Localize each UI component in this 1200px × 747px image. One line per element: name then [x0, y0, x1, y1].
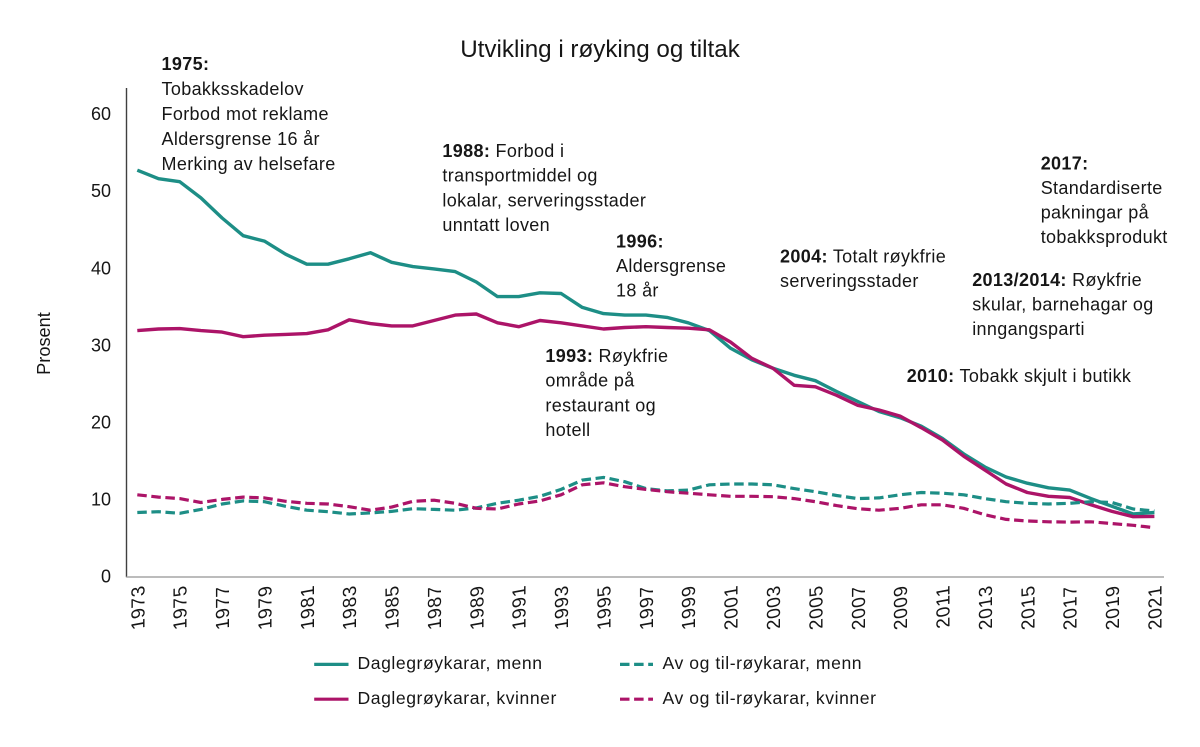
svg-text:Prosent: Prosent [34, 312, 54, 375]
svg-text:1975:: 1975: [162, 54, 210, 74]
svg-text:Utvikling i røyking og tiltak: Utvikling i røyking og tiltak [460, 36, 740, 63]
svg-text:tobakksprodukt: tobakksprodukt [1041, 227, 1168, 247]
svg-text:2004: Totalt røykfrie: 2004: Totalt røykfrie [780, 247, 946, 267]
svg-text:inngangsparti: inngangsparti [972, 319, 1085, 339]
svg-text:2013: 2013 [976, 584, 997, 632]
svg-text:60: 60 [91, 104, 111, 124]
svg-text:1991: 1991 [510, 584, 531, 632]
svg-text:1983: 1983 [340, 584, 361, 632]
svg-text:område på: område på [545, 371, 635, 391]
svg-text:1987: 1987 [425, 584, 446, 632]
svg-text:hotell: hotell [545, 420, 590, 440]
svg-text:18 år: 18 år [616, 281, 659, 301]
svg-text:2011: 2011 [934, 584, 955, 630]
svg-text:2003: 2003 [764, 584, 785, 632]
svg-text:2001: 2001 [722, 584, 743, 632]
svg-text:transportmiddel og: transportmiddel og [442, 166, 597, 186]
svg-text:2019: 2019 [1103, 584, 1124, 632]
svg-text:50: 50 [91, 181, 111, 201]
svg-text:Tobakksskadelov: Tobakksskadelov [162, 79, 304, 99]
svg-text:1993: 1993 [552, 584, 573, 632]
svg-text:Standardiserte: Standardiserte [1041, 178, 1163, 198]
svg-text:1988: Forbod i: 1988: Forbod i [442, 141, 564, 161]
svg-text:1979: 1979 [255, 584, 276, 632]
svg-text:Aldersgrense 16 år: Aldersgrense 16 år [162, 129, 320, 149]
svg-text:2021: 2021 [1145, 584, 1166, 632]
svg-text:serveringsstader: serveringsstader [780, 271, 919, 291]
svg-text:Forbod mot reklame: Forbod mot reklame [162, 104, 329, 124]
svg-text:2009: 2009 [891, 584, 912, 632]
svg-text:Daglegrøykarar, kvinner: Daglegrøykarar, kvinner [358, 688, 557, 708]
svg-text:20: 20 [91, 413, 111, 433]
svg-text:1997: 1997 [637, 584, 658, 632]
svg-text:2010: Tobakk skjult i butikk: 2010: Tobakk skjult i butikk [907, 366, 1132, 386]
svg-text:lokalar, serveringsstader: lokalar, serveringsstader [442, 190, 646, 210]
svg-text:2005: 2005 [806, 584, 827, 632]
svg-text:Av og til-røykarar, kvinner: Av og til-røykarar, kvinner [663, 688, 877, 708]
svg-text:0: 0 [101, 567, 111, 587]
svg-text:1993: Røykfrie: 1993: Røykfrie [545, 346, 668, 366]
svg-text:1985: 1985 [383, 584, 404, 632]
svg-text:1989: 1989 [467, 584, 488, 632]
svg-text:1996:: 1996: [616, 231, 664, 251]
svg-text:skular, barnehagar og: skular, barnehagar og [972, 295, 1153, 315]
svg-text:2013/2014: Røykfrie: 2013/2014: Røykfrie [972, 270, 1142, 290]
svg-text:pakningar på: pakningar på [1041, 202, 1150, 222]
svg-text:1975: 1975 [171, 584, 192, 632]
svg-text:Merking av helsefare: Merking av helsefare [162, 154, 336, 174]
svg-text:unntatt loven: unntatt loven [442, 215, 550, 235]
svg-text:Daglegrøykarar, menn: Daglegrøykarar, menn [358, 653, 543, 673]
svg-text:2015: 2015 [1018, 584, 1039, 632]
svg-text:Av og til-røykarar, menn: Av og til-røykarar, menn [663, 653, 863, 673]
svg-text:1981: 1981 [298, 584, 319, 632]
svg-text:1977: 1977 [213, 584, 234, 632]
svg-text:restaurant og: restaurant og [545, 395, 656, 415]
svg-text:2007: 2007 [849, 584, 870, 632]
svg-text:10: 10 [91, 490, 111, 510]
svg-text:2017: 2017 [1061, 584, 1082, 632]
svg-text:2017:: 2017: [1041, 154, 1089, 174]
svg-text:Aldersgrense: Aldersgrense [616, 256, 726, 276]
svg-text:1973: 1973 [128, 584, 149, 632]
svg-text:30: 30 [91, 335, 111, 355]
svg-text:40: 40 [91, 258, 111, 278]
svg-text:1999: 1999 [679, 584, 700, 632]
svg-text:1995: 1995 [595, 584, 616, 632]
